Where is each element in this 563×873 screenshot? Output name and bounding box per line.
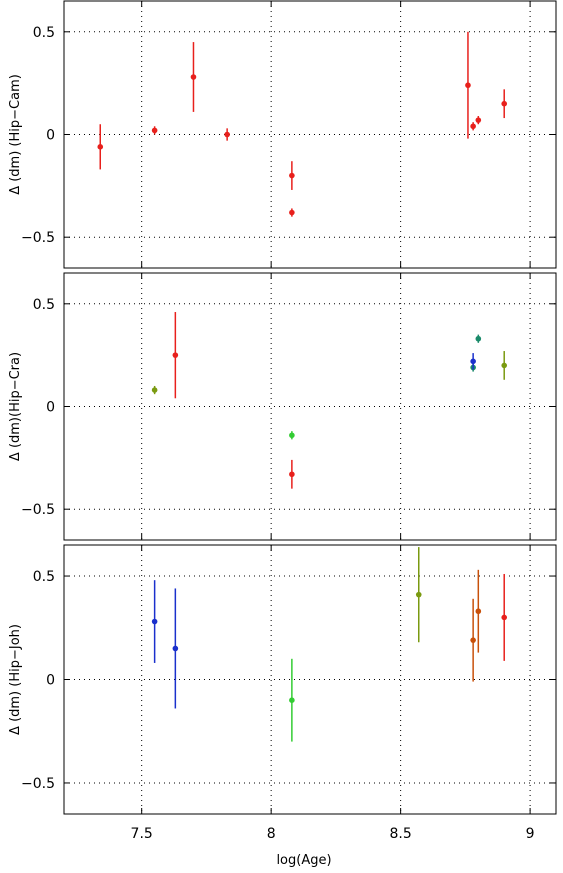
data-point [151,618,158,625]
data-point [190,74,197,80]
data-point [172,645,179,652]
y-tick-label: 0.5 [33,297,55,313]
y-axis-label: Δ (dm)(Hip−Cra) [8,352,23,461]
data-point [501,100,508,107]
data-point [501,362,508,369]
x-tick-label: 8.5 [389,826,411,842]
y-tick-label: 0 [46,673,55,689]
data-point [151,387,158,393]
panel-3: 0.5 0 −0.5 7.5 8 8.5 9 Δ (dm) (Hip−Joh) log(Age) [8,544,557,868]
data-point [465,82,471,89]
data-point [172,352,179,358]
panel-2: 0.5 0 −0.5 Δ (dm)(Hip−Cra) [8,272,557,541]
data-point [289,432,295,439]
y-tick-label: 0 [46,128,55,144]
y-tick-label: 0 [46,400,55,416]
data-point [501,614,508,621]
data-point [475,117,482,123]
y-tick-label: −0.5 [21,230,55,246]
y-tick-label: 0.5 [33,569,55,585]
x-tick-label: 9 [526,826,535,842]
data-point [475,608,482,615]
panel-1: 0.5 0 −0.5 Δ (dm) (Hip−Cam) [8,0,557,269]
data-point [289,172,295,179]
data-point [470,358,476,365]
y-tick-label: 0.5 [33,25,55,41]
data-point [97,144,104,150]
x-tick-label: 8 [267,826,276,842]
y-axis-label: Δ (dm) (Hip−Joh) [8,624,23,735]
y-tick-label: −0.5 [21,776,55,792]
data-point [475,335,482,342]
y-axis-label: Δ (dm) (Hip−Cam) [8,74,23,195]
data-point [415,591,422,598]
data-point [289,471,295,478]
data-point [289,209,295,216]
data-point [470,637,476,643]
x-axis-label: log(Age) [276,853,331,868]
data-point [224,131,230,138]
x-tick-label: 7.5 [131,826,153,842]
data-point [289,697,295,703]
data-point [470,123,476,130]
y-tick-label: −0.5 [21,502,55,518]
data-point [151,127,158,134]
